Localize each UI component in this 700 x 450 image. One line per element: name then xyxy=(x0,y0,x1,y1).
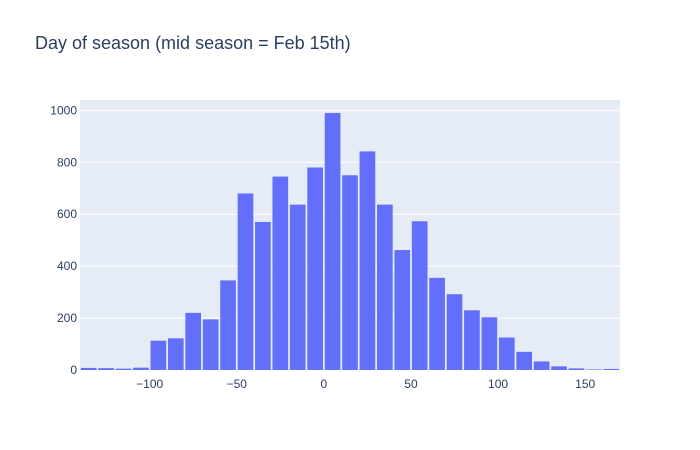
bar xyxy=(150,340,167,370)
bar xyxy=(603,368,620,370)
bar xyxy=(429,277,445,370)
x-tick-label: 0 xyxy=(321,377,328,391)
bar xyxy=(202,319,219,370)
bar xyxy=(98,368,114,370)
bar xyxy=(516,351,533,370)
bar xyxy=(289,204,306,370)
bar xyxy=(133,367,149,370)
bar xyxy=(255,222,271,370)
bar xyxy=(446,294,463,370)
y-tick-label: 800 xyxy=(57,155,77,169)
bar xyxy=(167,338,184,370)
x-tick-label: 100 xyxy=(488,377,508,391)
bar xyxy=(237,193,254,370)
bar xyxy=(533,361,550,370)
x-axis-ticks: −100 −50 0 50 100 150 xyxy=(136,377,595,391)
bar xyxy=(185,312,202,370)
bar xyxy=(464,310,480,370)
y-tick-label: 400 xyxy=(57,259,77,273)
x-tick-label: 150 xyxy=(575,377,595,391)
bar xyxy=(394,250,411,370)
y-tick-label: 600 xyxy=(57,207,77,221)
bar xyxy=(272,176,289,370)
bar xyxy=(220,280,236,370)
bar xyxy=(307,167,323,370)
bars xyxy=(80,112,620,370)
y-tick-label: 1000 xyxy=(50,103,77,117)
x-tick-label: −100 xyxy=(136,377,163,391)
x-tick-label: −50 xyxy=(227,377,248,391)
y-axis-ticks: 0 200 400 600 800 1000 xyxy=(50,103,77,377)
bar xyxy=(481,317,498,370)
bar xyxy=(411,221,428,370)
y-tick-label: 200 xyxy=(57,311,77,325)
bar xyxy=(586,369,602,370)
bar xyxy=(377,204,393,370)
bar xyxy=(498,337,515,370)
x-tick-label: 50 xyxy=(404,377,418,391)
y-tick-label: 0 xyxy=(70,363,77,377)
bar xyxy=(324,112,341,370)
bar xyxy=(568,368,585,370)
bar xyxy=(342,175,358,370)
chart-title: Day of season (mid season = Feb 15th) xyxy=(35,33,351,53)
bar xyxy=(115,368,132,370)
bar xyxy=(551,366,567,370)
bar xyxy=(80,367,97,370)
bar xyxy=(359,151,376,370)
